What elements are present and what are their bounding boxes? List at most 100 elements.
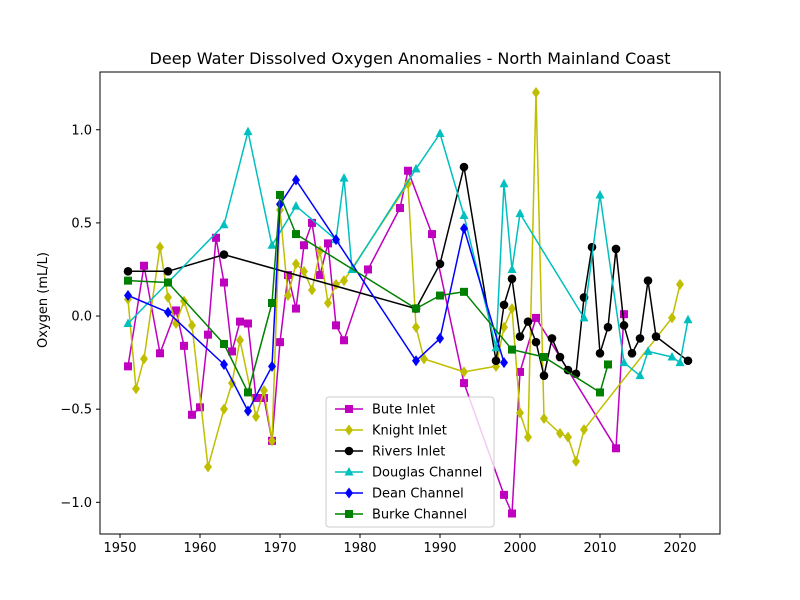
x-tick-label: 1970: [263, 541, 296, 556]
data-point-dean-channel: [460, 222, 468, 234]
data-point-bute-inlet: [396, 203, 404, 212]
data-point-bute-inlet: [228, 347, 236, 356]
legend-entry-dean-channel: Dean Channel: [335, 487, 464, 502]
data-point-douglas-channel: [267, 240, 277, 249]
legend-label: Douglas Channel: [372, 466, 482, 481]
data-point-dean-channel: [244, 405, 252, 417]
data-point-dean-channel: [436, 332, 444, 344]
legend-label: Rivers Inlet: [372, 445, 445, 460]
data-point-knight-inlet: [284, 290, 292, 302]
data-point-bute-inlet: [156, 349, 164, 358]
data-point-knight-inlet: [300, 265, 308, 277]
data-point-knight-inlet: [228, 377, 236, 389]
legend-label: Burke Channel: [372, 508, 467, 523]
data-point-burke-channel: [540, 353, 548, 362]
data-point-bute-inlet: [172, 306, 180, 315]
data-point-knight-inlet: [324, 297, 332, 309]
data-point-bute-inlet: [316, 271, 324, 280]
data-point-douglas-channel: [683, 314, 693, 324]
data-point-rivers-inlet: [515, 332, 525, 341]
data-point-rivers-inlet: [651, 332, 661, 341]
data-point-dean-channel: [164, 306, 172, 318]
x-tick-label: 2010: [583, 541, 616, 556]
data-point-burke-channel: [436, 291, 444, 300]
data-point-bute-inlet: [428, 230, 436, 239]
data-point-bute-inlet: [340, 336, 348, 345]
series-rivers-inlet: [123, 162, 693, 380]
data-point-bute-inlet: [196, 403, 204, 412]
axes-frame: [99, 71, 721, 535]
data-point-douglas-channel: [291, 201, 301, 210]
data-point-burke-channel: [220, 339, 228, 348]
data-point-bute-inlet: [612, 444, 620, 453]
legend-entry-bute-inlet: Bute Inlet: [335, 403, 435, 418]
data-point-bute-inlet: [252, 394, 260, 403]
data-point-bute-inlet: [292, 304, 300, 313]
legend-marker: [345, 405, 353, 413]
data-point-rivers-inlet: [547, 334, 557, 343]
data-point-knight-inlet: [572, 455, 580, 467]
data-point-rivers-inlet: [683, 356, 693, 366]
legend-marker: [345, 424, 353, 436]
data-point-knight-inlet: [236, 334, 244, 346]
data-point-burke-channel: [268, 299, 276, 307]
data-point-knight-inlet: [524, 431, 532, 443]
data-point-rivers-inlet: [627, 348, 637, 358]
data-point-rivers-inlet: [563, 365, 573, 375]
data-point-knight-inlet: [460, 366, 468, 378]
data-point-bute-inlet: [188, 410, 196, 419]
data-point-dean-channel: [124, 290, 132, 302]
data-point-knight-inlet: [556, 427, 564, 439]
data-point-bute-inlet: [620, 310, 628, 319]
data-point-knight-inlet: [404, 178, 412, 190]
data-point-knight-inlet: [308, 284, 316, 296]
data-point-burke-channel: [124, 276, 132, 285]
data-point-bute-inlet: [300, 241, 308, 250]
data-point-burke-channel: [412, 304, 420, 313]
data-point-rivers-inlet: [499, 300, 509, 310]
plot-area: [123, 86, 693, 518]
data-point-bute-inlet: [260, 394, 268, 403]
data-point-douglas-channel: [635, 370, 645, 380]
data-point-bute-inlet: [220, 278, 228, 287]
data-point-bute-inlet: [204, 330, 212, 339]
data-point-rivers-inlet: [587, 242, 597, 252]
data-point-burke-channel: [244, 388, 252, 397]
y-axis-label: Oxygen (mL/L): [36, 252, 51, 348]
data-point-douglas-channel: [499, 178, 509, 188]
data-point-bute-inlet: [212, 233, 220, 242]
data-point-knight-inlet: [164, 291, 172, 303]
data-point-knight-inlet: [412, 321, 420, 333]
data-point-rivers-inlet: [555, 352, 565, 362]
data-point-knight-inlet: [292, 258, 300, 270]
data-point-knight-inlet: [580, 424, 588, 436]
y-tick-label: 0.5: [71, 216, 92, 231]
legend-label: Dean Channel: [372, 487, 464, 502]
data-point-burke-channel: [276, 190, 284, 199]
y-tick-label: −1.0: [60, 496, 92, 511]
data-point-knight-inlet: [156, 241, 164, 253]
data-point-burke-channel: [164, 278, 172, 287]
legend-label: Bute Inlet: [372, 403, 435, 418]
data-point-rivers-inlet: [123, 267, 133, 276]
data-point-douglas-channel: [507, 264, 517, 273]
x-tick-label: 1960: [183, 541, 216, 556]
data-point-rivers-inlet: [603, 322, 613, 332]
data-point-rivers-inlet: [539, 371, 549, 380]
data-point-dean-channel: [220, 358, 228, 370]
data-point-knight-inlet: [500, 321, 508, 333]
data-point-burke-channel: [508, 345, 516, 354]
data-point-bute-inlet: [140, 261, 148, 270]
x-tick-label: 1950: [103, 541, 136, 556]
legend-entry-knight-inlet: Knight Inlet: [335, 424, 447, 439]
series-line-burke-channel: [127, 194, 609, 394]
data-point-knight-inlet: [188, 319, 196, 331]
data-point-knight-inlet: [516, 407, 524, 419]
legend-label: Knight Inlet: [372, 424, 447, 439]
data-point-rivers-inlet: [635, 334, 645, 343]
data-point-rivers-inlet: [435, 259, 445, 269]
data-point-rivers-inlet: [595, 348, 605, 358]
data-point-douglas-channel: [579, 312, 589, 322]
data-point-bute-inlet: [332, 321, 340, 330]
